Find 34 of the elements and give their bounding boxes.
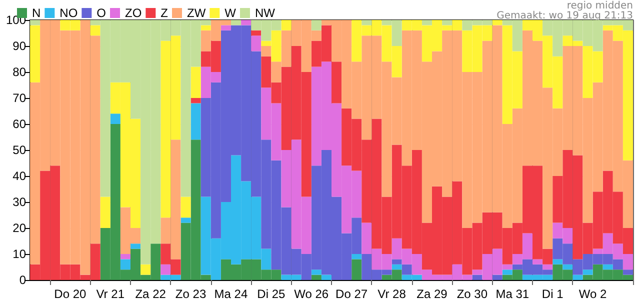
x-tick-label: Ma 31 — [496, 287, 530, 300]
annotation: Gemaakt: wo 19 aug 21:13 — [496, 10, 634, 22]
x-tick-label: Di 25 — [257, 287, 286, 300]
legend-label: O — [96, 6, 106, 20]
x-tick-label: Do 27 — [336, 287, 368, 300]
y-tick-label: 70 — [12, 91, 26, 105]
x-tick-label: Wo 2 — [578, 287, 607, 300]
x-tick-label: Wo 26 — [294, 287, 329, 300]
y-tick-label: 0 — [19, 273, 26, 287]
x-tick-label: Zo 30 — [456, 287, 488, 300]
y-tick-label: 50 — [12, 143, 26, 157]
legend-label: NW — [254, 6, 276, 20]
x-tick-label: Ma 24 — [214, 287, 248, 300]
x-tick-label: Zo 23 — [175, 287, 206, 300]
legend-label: ZW — [186, 6, 206, 20]
y-tick-label: 90 — [12, 39, 26, 53]
text: regio midden — [566, 0, 633, 12]
x-tick-label: Vr 21 — [96, 287, 125, 300]
legend-label: ZO — [125, 6, 142, 20]
y-tick-label: 80 — [12, 65, 26, 79]
x-tick-label: Di 1 — [542, 287, 564, 300]
legend-label: Z — [160, 6, 168, 20]
x-tick-label: Do 20 — [54, 287, 87, 300]
y-tick-label: 20 — [12, 221, 26, 235]
y-tick-label: 10 — [12, 247, 26, 261]
y-tick-label: 30 — [12, 195, 26, 209]
legend-label: NO — [60, 6, 78, 20]
legend-label: N — [32, 6, 41, 20]
legend-label: W — [224, 6, 237, 20]
x-tick-label: Za 29 — [416, 287, 448, 300]
x-tick-label: Za 22 — [135, 287, 166, 300]
y-tick-label: 60 — [12, 117, 26, 131]
x-tick-label: Vr 28 — [378, 287, 406, 300]
y-tick-label: 40 — [12, 169, 26, 183]
